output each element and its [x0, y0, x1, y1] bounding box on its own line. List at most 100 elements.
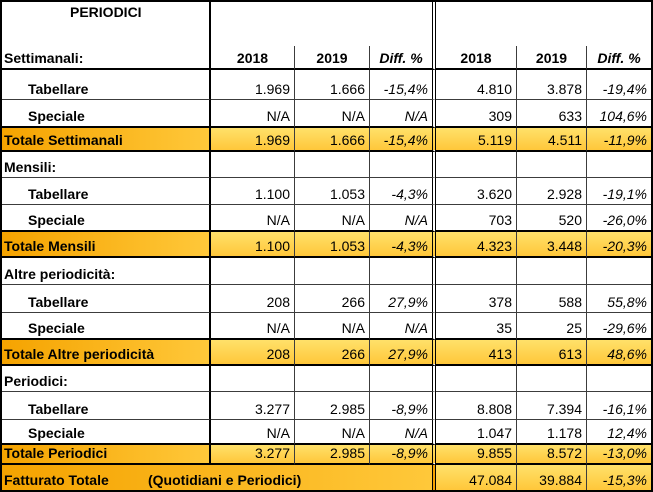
row-label: Speciale — [2, 420, 211, 445]
total-value-diff: -11,9% — [587, 128, 651, 152]
value-2019: 2.928 — [517, 178, 587, 205]
value-diff: -8,9% — [370, 392, 436, 420]
row-label: Speciale — [2, 313, 211, 340]
value-diff: N/A — [370, 205, 436, 232]
total-row-label: Totale Altre periodicità — [2, 340, 211, 366]
value-diff: -15,4% — [370, 70, 436, 100]
row-label: Tabellare — [2, 392, 211, 420]
row-label: Speciale — [2, 205, 211, 232]
total-value-2018: 413 — [436, 340, 517, 366]
empty-cell — [436, 152, 517, 178]
column-header-2018: 2018 — [436, 46, 517, 70]
total-value-2019: 266 — [295, 340, 370, 366]
total-value-diff: -15,4% — [370, 128, 436, 152]
value-2019: 1.178 — [517, 420, 587, 445]
empty-cell — [295, 152, 370, 178]
value-2019: 588 — [517, 285, 587, 313]
value-diff: 12,4% — [587, 420, 651, 445]
value-2019: 633 — [517, 100, 587, 128]
value-diff: -29,6% — [587, 313, 651, 340]
value-2019: 3.878 — [517, 70, 587, 100]
empty-cell — [517, 258, 587, 285]
total-value-2018: 9.855 — [436, 445, 517, 465]
value-2018: N/A — [211, 205, 295, 232]
grand-total-value-2018: 47.084 — [436, 465, 517, 490]
value-2018: 309 — [436, 100, 517, 128]
empty-cell — [587, 258, 651, 285]
value-2018: 1.100 — [211, 178, 295, 205]
value-2018: 35 — [436, 313, 517, 340]
grand-total-label: Fatturato Totale — [4, 472, 109, 488]
total-value-diff: -13,0% — [587, 445, 651, 465]
total-value-2019: 2.985 — [295, 445, 370, 465]
empty-cell — [211, 366, 295, 392]
value-2018: 703 — [436, 205, 517, 232]
grand-total-note: (Quotidiani e Periodici) — [148, 472, 302, 488]
value-2018: N/A — [211, 420, 295, 445]
total-value-diff: -8,9% — [370, 445, 436, 465]
total-value-2019: 613 — [517, 340, 587, 366]
total-value-2019: 3.448 — [517, 232, 587, 258]
header-group-left — [211, 2, 436, 46]
total-value-2019: 1.053 — [295, 232, 370, 258]
value-diff: -4,3% — [370, 178, 436, 205]
value-diff: -19,4% — [587, 70, 651, 100]
value-diff: 104,6% — [587, 100, 651, 128]
value-diff: 27,9% — [370, 285, 436, 313]
total-row-label: Totale Periodici — [2, 445, 211, 465]
total-value-2018: 208 — [211, 340, 295, 366]
total-value-diff: 27,9% — [370, 340, 436, 366]
value-diff: 55,8% — [587, 285, 651, 313]
total-row-label: Totale Mensili — [2, 232, 211, 258]
value-2018: N/A — [211, 313, 295, 340]
section-label: Periodici: — [2, 366, 211, 392]
empty-cell — [587, 152, 651, 178]
table-title-cell: PERIODICI Settimanali: — [2, 2, 211, 70]
empty-cell — [211, 258, 295, 285]
section-label: Altre periodicità: — [2, 258, 211, 285]
total-value-2019: 8.572 — [517, 445, 587, 465]
row-label: Tabellare — [2, 70, 211, 100]
section-label: Settimanali: — [4, 50, 84, 66]
total-value-diff: -4,3% — [370, 232, 436, 258]
empty-cell — [436, 258, 517, 285]
total-value-2018: 5.119 — [436, 128, 517, 152]
column-header-2018: 2018 — [211, 46, 295, 70]
value-2019: 7.394 — [517, 392, 587, 420]
row-label: Tabellare — [2, 285, 211, 313]
value-2019: 1.666 — [295, 70, 370, 100]
empty-cell — [295, 258, 370, 285]
grand-total-value-diff: -15,3% — [587, 465, 651, 490]
total-value-2018: 3.277 — [211, 445, 295, 465]
value-2018: 1.047 — [436, 420, 517, 445]
value-2019: 266 — [295, 285, 370, 313]
column-header-2019: 2019 — [295, 46, 370, 70]
value-2019: 1.053 — [295, 178, 370, 205]
value-diff: -16,1% — [587, 392, 651, 420]
section-label: Mensili: — [2, 152, 211, 178]
total-value-diff: -20,3% — [587, 232, 651, 258]
value-2019: 2.985 — [295, 392, 370, 420]
column-header-diff: Diff. % — [587, 46, 651, 70]
value-2019: 25 — [517, 313, 587, 340]
header-group-right — [436, 2, 651, 46]
table-title: PERIODICI — [70, 4, 142, 20]
empty-cell — [436, 366, 517, 392]
empty-cell — [370, 258, 436, 285]
column-header-2019: 2019 — [517, 46, 587, 70]
value-2019: N/A — [295, 100, 370, 128]
empty-cell — [587, 366, 651, 392]
value-diff: N/A — [370, 100, 436, 128]
total-value-2018: 4.323 — [436, 232, 517, 258]
value-2018: 3.620 — [436, 178, 517, 205]
empty-cell — [517, 152, 587, 178]
total-value-2018: 1.969 — [211, 128, 295, 152]
row-label: Speciale — [2, 100, 211, 128]
empty-cell — [517, 366, 587, 392]
value-2018: 208 — [211, 285, 295, 313]
value-diff: -26,0% — [587, 205, 651, 232]
grand-total-label-cell: Fatturato Totale (Quotidiani e Periodici… — [2, 465, 436, 490]
value-diff: N/A — [370, 420, 436, 445]
total-value-2019: 4.511 — [517, 128, 587, 152]
